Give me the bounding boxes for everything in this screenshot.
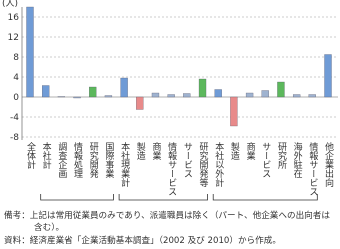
y-tick-label: 8 <box>13 53 19 63</box>
group-bracket <box>40 194 114 201</box>
bar <box>167 94 175 98</box>
x-tick-label: 研究所 <box>276 142 287 170</box>
x-tick-label: 調査企画 <box>56 141 67 179</box>
bar <box>73 96 81 99</box>
x-tick-label: サービス <box>260 142 271 178</box>
bar <box>261 90 269 98</box>
x-tick-label: 商業 <box>245 141 256 161</box>
x-tick-label: 情報サービス <box>307 141 318 196</box>
bar <box>57 96 66 98</box>
bar <box>324 54 332 98</box>
bar <box>151 92 160 98</box>
x-tick-label: 他企業出向 <box>323 141 334 187</box>
bar <box>292 94 301 98</box>
bar <box>42 85 50 98</box>
chart: (人) 16 12 8 4 0 -4 -8 全体計 本社計 調査企画 情報処理 研究開発 国際事業 本社現… <box>2 0 338 201</box>
bar <box>183 93 191 98</box>
x-tick-label: 製造 <box>135 141 146 161</box>
y-tick-label: -8 <box>10 133 19 143</box>
x-tick-label: 海外駐在 <box>292 141 303 178</box>
bar <box>104 95 113 98</box>
bar <box>26 6 34 98</box>
x-tick-label: 研究開発等 <box>198 142 209 187</box>
x-tick-label: 全体計 <box>25 141 36 170</box>
x-tick-label: 製造 <box>229 141 240 161</box>
bar <box>277 81 285 98</box>
x-tick-label: 本社計 <box>41 141 52 170</box>
group-bracket <box>118 194 208 201</box>
bar <box>136 96 144 110</box>
y-tick-label: 16 <box>8 13 20 23</box>
bar <box>308 94 316 98</box>
x-tick-label: 本社以外計 <box>213 141 224 188</box>
group-bracket <box>212 194 318 201</box>
bar <box>120 77 128 98</box>
bar <box>89 86 97 98</box>
bar <box>198 78 207 98</box>
x-tick-label: 国際事業 <box>103 142 114 179</box>
x-tick-label: 情報サービス <box>166 141 177 196</box>
y-tick-label: 12 <box>8 33 19 43</box>
x-tick-label: 本社現業計 <box>119 141 129 188</box>
bar <box>230 96 238 127</box>
y-tick-label: -4 <box>10 113 19 123</box>
x-tick-label: 研究開発 <box>88 142 99 179</box>
y-tick-label: 0 <box>13 93 19 103</box>
source: 資料：経済産業省「企業活動基本調査」（2002 及び 2010）から作成。 <box>4 236 281 246</box>
y-axis-title: (人) <box>2 0 18 9</box>
y-tick-label: 4 <box>13 73 19 83</box>
x-tick-label: 情報処理 <box>72 141 83 178</box>
x-tick-label: サービス <box>182 142 193 178</box>
bar <box>245 92 254 98</box>
bar <box>214 89 222 98</box>
x-tick-label: 商業 <box>150 141 161 161</box>
note: 備考：上記は常用従業員のみであり、派遣職員は除く（パート、他企業への出向者は含む… <box>4 211 330 233</box>
